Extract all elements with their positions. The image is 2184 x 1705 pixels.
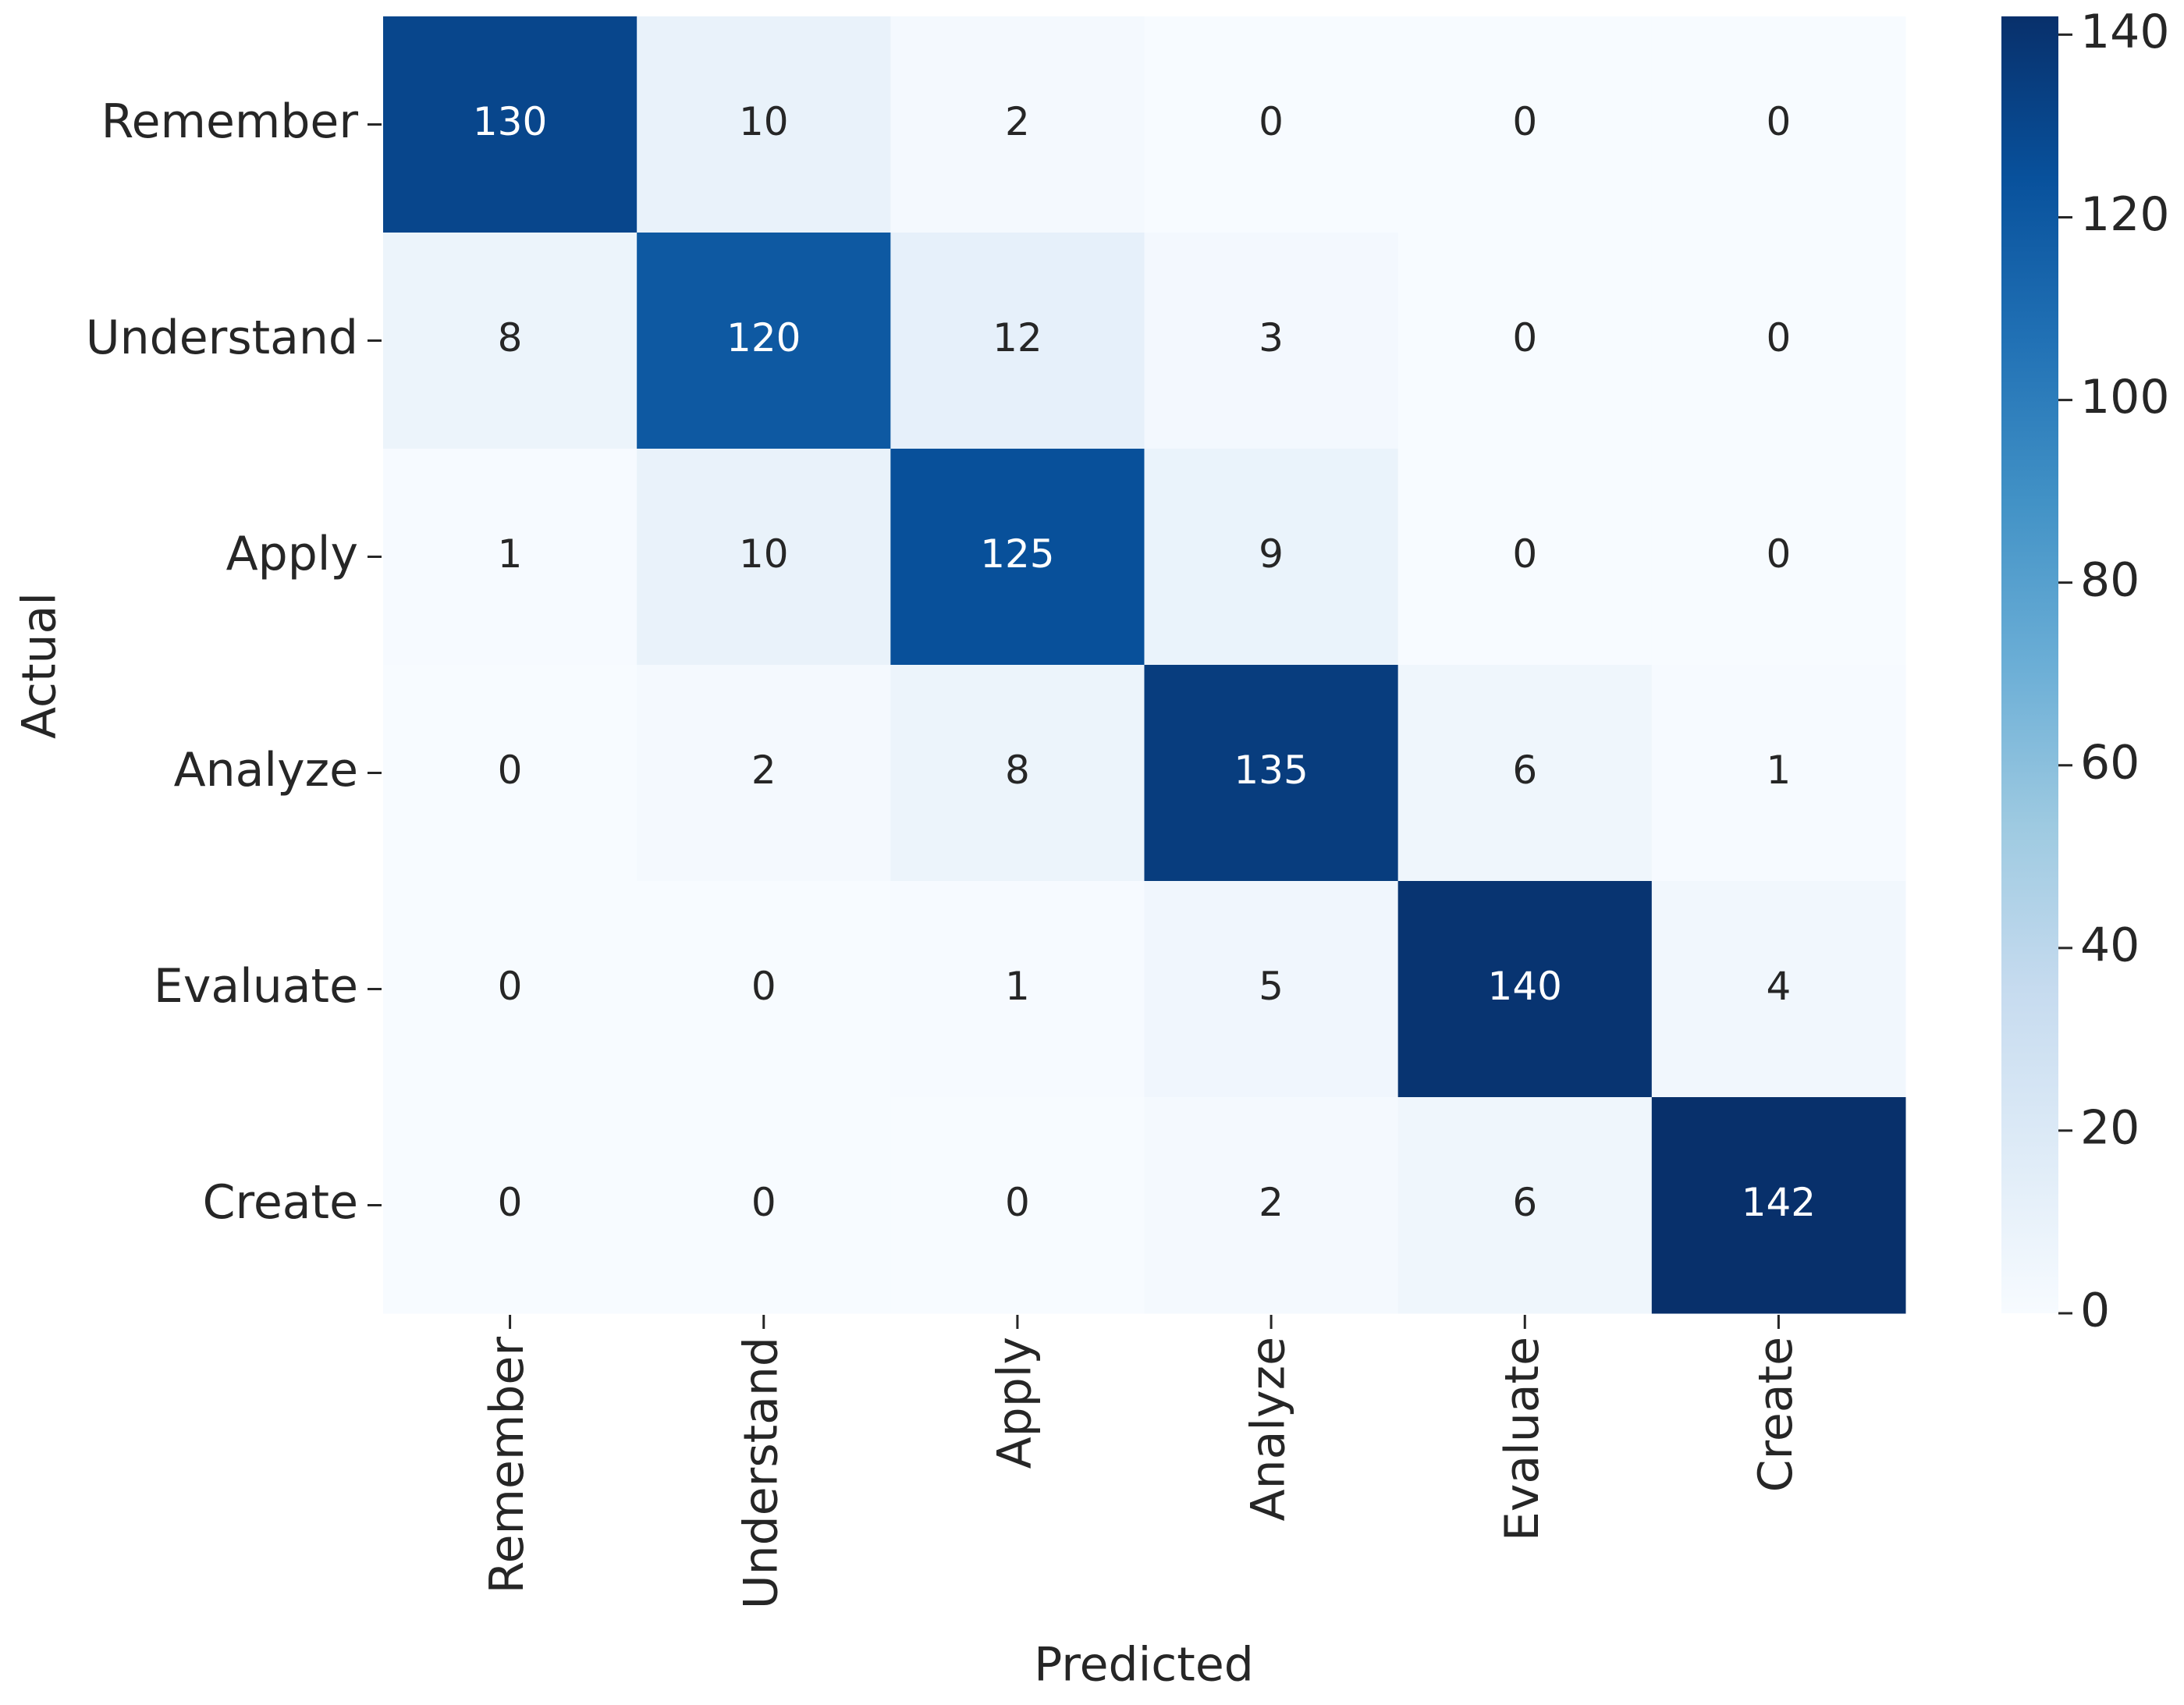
cell-label: 140 bbox=[1488, 964, 1562, 1009]
cell-label: 6 bbox=[1512, 1180, 1537, 1225]
cell-label: 10 bbox=[739, 531, 789, 577]
y-tick-label: Apply bbox=[226, 527, 358, 581]
heatmap-cell bbox=[1397, 665, 1653, 882]
colorbar-tick-label: 100 bbox=[2080, 370, 2170, 424]
heatmap-cell bbox=[1651, 449, 1906, 666]
heatmap-cell bbox=[637, 449, 891, 666]
cell-label: 0 bbox=[1512, 315, 1537, 361]
heatmap-cell bbox=[1651, 665, 1906, 882]
cell-label: 125 bbox=[980, 531, 1054, 577]
y-tick-label: Evaluate bbox=[154, 959, 358, 1014]
cell-label: 135 bbox=[1234, 748, 1308, 793]
colorbar-tick-label: 40 bbox=[2080, 918, 2140, 972]
y-tick-label: Analyze bbox=[174, 743, 358, 797]
heatmap-cell bbox=[383, 449, 637, 666]
colorbar-tick-label: 120 bbox=[2080, 187, 2170, 242]
heatmap-cell bbox=[637, 881, 891, 1098]
cell-label: 130 bbox=[473, 99, 547, 144]
heatmap-cell bbox=[383, 16, 637, 233]
heatmap-cell bbox=[890, 1097, 1145, 1314]
cell-label: 0 bbox=[751, 1180, 776, 1225]
colorbar-tick-label: 0 bbox=[2080, 1284, 2110, 1338]
y-tick-label: Create bbox=[203, 1175, 358, 1230]
heatmap-cell bbox=[890, 449, 1145, 666]
x-tick-label: Remember bbox=[480, 1337, 534, 1594]
x-tick-label: Apply bbox=[988, 1337, 1042, 1469]
heatmap-cell bbox=[890, 881, 1145, 1098]
heatmap-cell bbox=[383, 233, 637, 449]
cell-label: 0 bbox=[498, 964, 523, 1009]
y-tick-label: Remember bbox=[101, 94, 359, 149]
cell-label: 0 bbox=[1512, 99, 1537, 144]
cell-label: 3 bbox=[1259, 315, 1284, 361]
x-tick-label: Understand bbox=[733, 1337, 788, 1609]
colorbar-tick-label: 20 bbox=[2080, 1101, 2140, 1156]
heatmap-cell bbox=[637, 1097, 891, 1314]
cell-label: 5 bbox=[1259, 964, 1284, 1009]
heatmap-cell bbox=[890, 665, 1145, 882]
cell-label: 0 bbox=[498, 1180, 523, 1225]
colorbar-tick-label: 60 bbox=[2080, 735, 2140, 790]
heatmap-cell bbox=[1397, 233, 1653, 449]
heatmap-cell bbox=[1397, 881, 1653, 1098]
heatmap-cell bbox=[1651, 16, 1906, 233]
y-axis-label: Actual bbox=[12, 592, 67, 739]
cell-label: 0 bbox=[498, 748, 523, 793]
heatmap-cell bbox=[1651, 881, 1906, 1098]
heatmap-cell bbox=[383, 1097, 637, 1314]
heatmap-cell bbox=[1397, 1097, 1653, 1314]
heatmap-cell bbox=[890, 16, 1145, 233]
cell-label: 120 bbox=[726, 315, 801, 361]
cell-label: 0 bbox=[1005, 1180, 1030, 1225]
heatmap-cell bbox=[1144, 449, 1399, 666]
heatmap-cell bbox=[1651, 1097, 1906, 1314]
x-axis-label: Predicted bbox=[1034, 1638, 1254, 1693]
cell-label: 0 bbox=[751, 964, 776, 1009]
cell-label: 0 bbox=[1259, 99, 1284, 144]
heatmap-cell bbox=[637, 233, 891, 449]
heatmap-cell bbox=[1397, 449, 1653, 666]
cell-label: 0 bbox=[1767, 531, 1792, 577]
colorbar bbox=[2001, 16, 2058, 1313]
heatmap-cell bbox=[637, 665, 891, 882]
heatmap-cell bbox=[637, 16, 891, 233]
heatmap-cell bbox=[1144, 233, 1399, 449]
cell-label: 2 bbox=[1259, 1180, 1284, 1225]
cell-label: 142 bbox=[1742, 1180, 1816, 1225]
cell-label: 0 bbox=[1767, 315, 1792, 361]
cell-label: 4 bbox=[1767, 964, 1792, 1009]
y-tick-label: Understand bbox=[86, 311, 358, 365]
x-tick-label: Evaluate bbox=[1495, 1337, 1550, 1541]
heatmap-cell bbox=[890, 233, 1145, 449]
cell-label: 0 bbox=[1767, 99, 1792, 144]
cell-label: 2 bbox=[751, 748, 776, 793]
colorbar-tick-label: 140 bbox=[2080, 5, 2170, 59]
heatmap-cell bbox=[1144, 1097, 1399, 1314]
cell-label: 2 bbox=[1005, 99, 1030, 144]
cell-label: 1 bbox=[1767, 748, 1792, 793]
cell-label: 8 bbox=[498, 315, 523, 361]
heatmap-cell bbox=[383, 665, 637, 882]
cell-label: 0 bbox=[1512, 531, 1537, 577]
heatmap-cell bbox=[1651, 233, 1906, 449]
cell-label: 1 bbox=[498, 531, 523, 577]
heatmap-cell bbox=[1397, 16, 1653, 233]
heatmap-cell bbox=[1144, 16, 1399, 233]
cell-label: 8 bbox=[1005, 748, 1030, 793]
cell-label: 12 bbox=[993, 315, 1042, 361]
cell-label: 6 bbox=[1512, 748, 1537, 793]
heatmap-cell bbox=[383, 881, 637, 1098]
colorbar-tick-label: 80 bbox=[2080, 552, 2140, 607]
cell-label: 9 bbox=[1259, 531, 1284, 577]
cell-label: 1 bbox=[1005, 964, 1030, 1009]
cell-label: 10 bbox=[739, 99, 789, 144]
x-tick-label: Create bbox=[1749, 1337, 1803, 1492]
heatmap-cell bbox=[1144, 665, 1399, 882]
x-tick-label: Analyze bbox=[1241, 1337, 1296, 1521]
heatmap-cell bbox=[1144, 881, 1399, 1098]
